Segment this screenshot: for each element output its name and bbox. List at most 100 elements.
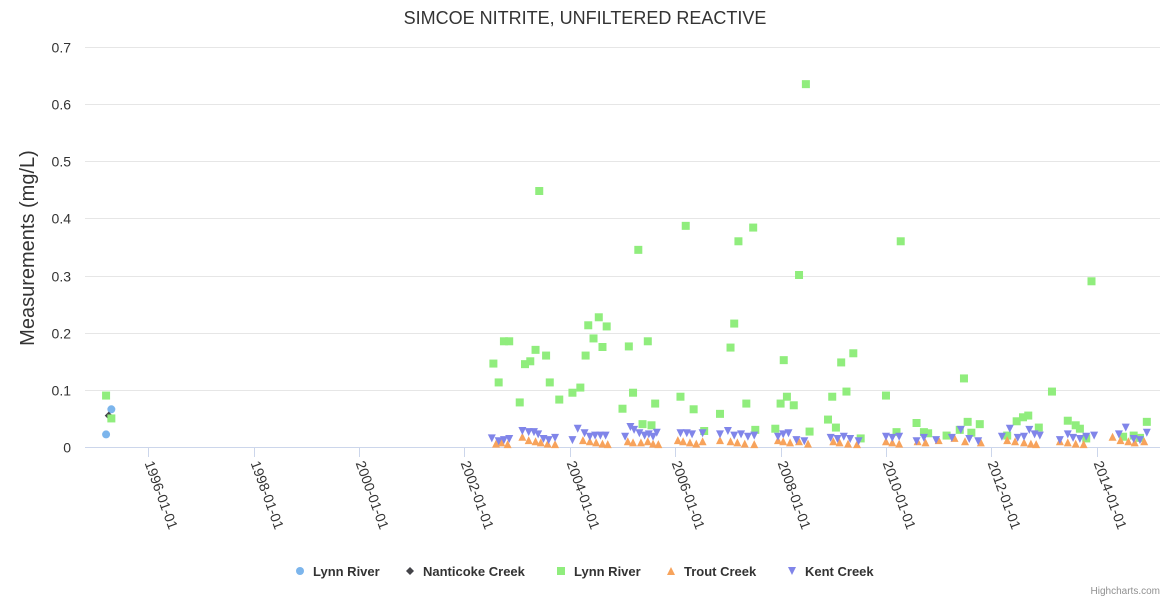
data-point[interactable] — [594, 313, 603, 322]
data-point[interactable] — [573, 424, 582, 433]
data-point[interactable] — [531, 437, 540, 446]
data-point[interactable] — [494, 437, 503, 446]
data-point[interactable] — [1020, 438, 1029, 447]
data-point[interactable] — [580, 429, 589, 438]
data-point[interactable] — [919, 433, 928, 442]
data-point[interactable] — [107, 405, 116, 414]
data-point[interactable] — [1063, 438, 1072, 447]
data-point[interactable] — [643, 337, 652, 346]
data-point[interactable] — [961, 437, 970, 446]
data-point[interactable] — [544, 436, 553, 445]
data-point[interactable] — [776, 399, 785, 408]
data-point[interactable] — [1142, 428, 1151, 437]
data-point[interactable] — [603, 440, 612, 449]
data-point[interactable] — [499, 436, 508, 445]
legend-item[interactable]: Lynn River — [557, 564, 641, 579]
data-point[interactable] — [524, 428, 533, 437]
data-point[interactable] — [844, 439, 853, 448]
data-point[interactable] — [651, 399, 660, 408]
data-point[interactable] — [635, 429, 644, 438]
data-point[interactable] — [551, 433, 560, 442]
data-point[interactable] — [895, 432, 904, 441]
data-point[interactable] — [1005, 424, 1014, 433]
data-point[interactable] — [1140, 437, 1149, 446]
data-point[interactable] — [792, 436, 801, 445]
data-point[interactable] — [888, 433, 897, 442]
data-point[interactable] — [518, 432, 527, 441]
data-point[interactable] — [1003, 436, 1012, 445]
data-point[interactable] — [786, 438, 795, 447]
data-point[interactable] — [743, 432, 752, 441]
data-point[interactable] — [555, 395, 564, 404]
data-point[interactable] — [895, 439, 904, 448]
data-point[interactable] — [585, 432, 594, 441]
data-point[interactable] — [624, 342, 633, 351]
data-point[interactable] — [1063, 416, 1072, 425]
data-point[interactable] — [623, 437, 632, 446]
data-point[interactable] — [800, 437, 809, 446]
data-point[interactable] — [505, 337, 514, 346]
legend-marker[interactable] — [406, 567, 414, 575]
data-point[interactable] — [730, 319, 739, 328]
data-point[interactable] — [749, 223, 758, 232]
data-point[interactable] — [621, 432, 630, 441]
data-point[interactable] — [1130, 438, 1139, 447]
data-point[interactable] — [795, 437, 804, 446]
data-point[interactable] — [726, 437, 735, 446]
data-point[interactable] — [535, 187, 544, 195]
data-point[interactable] — [1129, 435, 1138, 443]
legend-label[interactable]: Kent Creek — [805, 564, 874, 579]
data-point[interactable] — [503, 440, 512, 449]
data-point[interactable] — [581, 351, 590, 360]
data-point[interactable] — [976, 438, 985, 447]
data-point[interactable] — [881, 391, 890, 400]
data-point[interactable] — [602, 322, 611, 331]
data-point[interactable] — [997, 432, 1006, 441]
data-point[interactable] — [1124, 437, 1133, 446]
data-point[interactable] — [551, 440, 560, 449]
data-point[interactable] — [1119, 432, 1128, 441]
legend-marker[interactable] — [296, 567, 304, 575]
data-point[interactable] — [839, 432, 848, 441]
data-point[interactable] — [784, 429, 793, 438]
data-point[interactable] — [801, 80, 810, 89]
data-point[interactable] — [1034, 423, 1043, 432]
data-point[interactable] — [789, 401, 798, 410]
legend-item[interactable]: Trout Creek — [667, 564, 757, 579]
data-point[interactable] — [715, 409, 724, 418]
data-point[interactable] — [956, 425, 965, 434]
legend-label[interactable]: Nanticoke Creek — [423, 564, 526, 579]
data-point[interactable] — [1024, 411, 1033, 420]
data-point[interactable] — [888, 438, 897, 447]
data-point[interactable] — [912, 437, 921, 446]
legend-label[interactable]: Lynn River — [313, 564, 380, 579]
data-point[interactable] — [975, 420, 984, 429]
data-point[interactable] — [803, 439, 812, 448]
data-point[interactable] — [568, 388, 577, 397]
data-point[interactable] — [630, 425, 639, 434]
data-point[interactable] — [652, 428, 661, 437]
data-point[interactable] — [1082, 432, 1091, 441]
data-point[interactable] — [1142, 417, 1151, 426]
data-point[interactable] — [846, 435, 855, 443]
data-point[interactable] — [654, 440, 663, 449]
data-point[interactable] — [689, 405, 698, 414]
data-point[interactable] — [681, 221, 690, 230]
data-point[interactable] — [529, 428, 538, 437]
data-point[interactable] — [1071, 439, 1080, 448]
data-point[interactable] — [626, 423, 635, 431]
data-point[interactable] — [629, 388, 638, 397]
data-point[interactable] — [1018, 413, 1027, 422]
data-point[interactable] — [1087, 277, 1096, 286]
data-point[interactable] — [1026, 439, 1035, 448]
data-point[interactable] — [965, 435, 974, 443]
data-point[interactable] — [959, 374, 968, 383]
data-point[interactable] — [618, 404, 627, 413]
data-point[interactable] — [1012, 417, 1021, 426]
data-point[interactable] — [534, 430, 543, 439]
data-point[interactable] — [643, 437, 652, 446]
data-point[interactable] — [730, 431, 739, 440]
data-point[interactable] — [1035, 431, 1044, 440]
data-point[interactable] — [773, 432, 782, 441]
data-point[interactable] — [102, 430, 111, 439]
